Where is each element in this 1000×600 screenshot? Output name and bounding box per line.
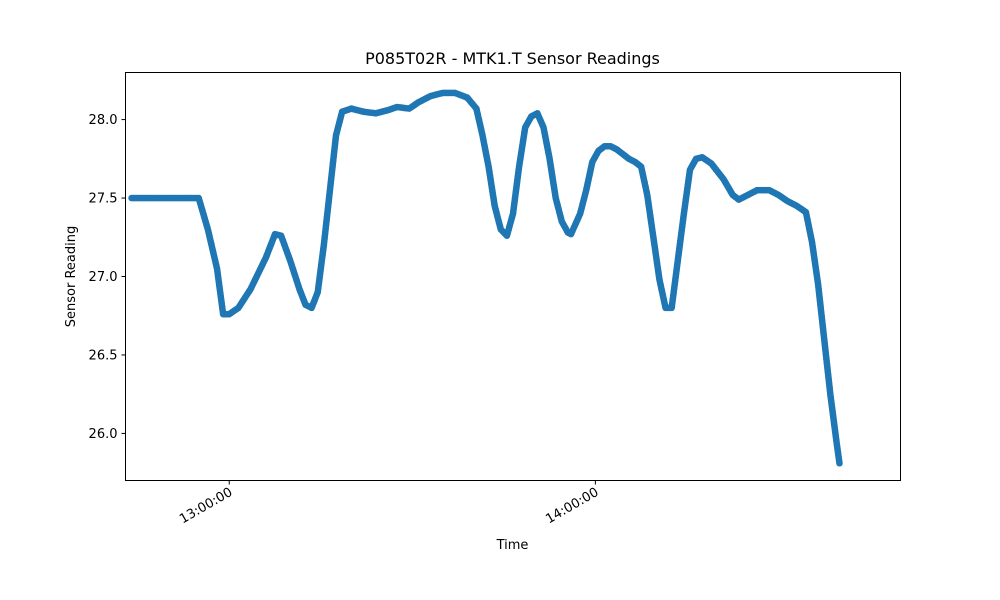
y-tick-label: 27.0 (89, 270, 118, 285)
y-axis-label: Sensor Reading (64, 226, 79, 327)
y-axis: 26.0 26.5 27.0 27.5 28.0 (89, 113, 126, 442)
x-axis-label: Time (496, 538, 529, 553)
y-tick-label: 26.5 (89, 348, 118, 363)
y-tick-label: 26.0 (89, 427, 118, 442)
chart-title: P085T02R - MTK1.T Sensor Readings (365, 49, 660, 68)
data-point (836, 459, 843, 467)
plot-area (128, 89, 843, 467)
y-tick-label: 28.0 (89, 113, 118, 128)
y-tick-label: 27.5 (89, 192, 118, 207)
